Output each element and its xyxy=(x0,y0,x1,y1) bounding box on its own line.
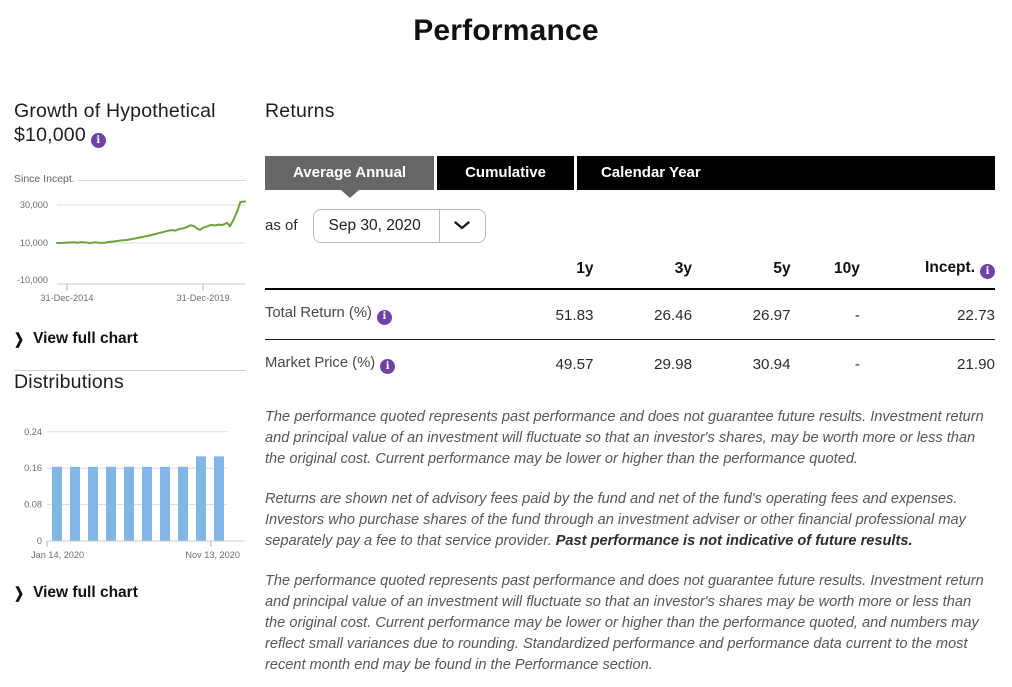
tab-average-annual[interactable]: Average Annual xyxy=(265,155,435,190)
svg-text:0: 0 xyxy=(37,536,42,546)
cell-value: 29.98 xyxy=(654,356,693,374)
as-of-value: Sep 30, 2020 xyxy=(328,216,421,234)
series-label-rule xyxy=(77,180,246,182)
cell-value: 21.90 xyxy=(956,356,995,374)
series-label-row: Since Incept. xyxy=(14,173,246,185)
dropdown-divider xyxy=(438,209,440,242)
returns-heading: Returns xyxy=(265,100,335,122)
cell-value: 26.97 xyxy=(752,306,791,324)
chevron-right-icon: ❯ xyxy=(14,330,25,349)
tab-cumulative[interactable]: Cumulative xyxy=(437,155,574,190)
svg-text:0.08: 0.08 xyxy=(24,500,42,510)
header-3y: 3y xyxy=(674,260,693,278)
svg-text:31-Dec-2014: 31-Dec-2014 xyxy=(40,293,93,303)
cell-value: 26.46 xyxy=(654,306,693,324)
view-full-chart-link-growth[interactable]: ❯ View full chart xyxy=(14,330,138,348)
header-5y: 5y xyxy=(773,260,791,278)
cell-value: 51.83 xyxy=(555,306,594,324)
cell-value: - xyxy=(854,306,860,324)
returns-table: 1y 3y 5y 10y Incept. i Total Return (%) i … xyxy=(265,249,995,389)
cell-value: 30.94 xyxy=(752,356,791,374)
info-icon[interactable]: i xyxy=(90,133,106,149)
main-layout: Growth of Hypothetical $10,000 i Since In… xyxy=(0,100,1012,676)
header-10y: 10y xyxy=(834,260,860,278)
svg-text:31-Dec-2019: 31-Dec-2019 xyxy=(177,293,230,303)
row-label-market-price: Market Price (%) i xyxy=(265,339,462,388)
cell-value: - xyxy=(854,356,860,374)
disclaimer-paragraph-2: Returns are shown net of advisory fees p… xyxy=(265,491,966,550)
svg-text:Nov 13, 2020: Nov 13, 2020 xyxy=(185,550,240,560)
growth-heading-text: Growth of Hypothetical $10,000 xyxy=(14,100,216,146)
info-icon[interactable]: i xyxy=(376,309,392,325)
header-empty xyxy=(265,249,462,290)
tab-calendar-year[interactable]: Calendar Year xyxy=(576,155,995,190)
svg-text:10,000: 10,000 xyxy=(20,238,48,248)
table-row-total-return: Total Return (%) i 51.83 26.46 26.97 - 22… xyxy=(265,289,995,339)
svg-text:0.16: 0.16 xyxy=(24,463,42,473)
section-divider xyxy=(14,370,246,372)
as-of-label: as of xyxy=(265,217,298,235)
returns-table-header-row: 1y 3y 5y 10y Incept. i xyxy=(265,249,995,290)
growth-section: Growth of Hypothetical $10,000 i Since In… xyxy=(14,100,246,372)
svg-text:0.24: 0.24 xyxy=(24,427,42,437)
info-icon-glyph: i xyxy=(96,134,101,146)
growth-line-chart: 30,000 10,000 -10,000 31-Dec-2014 31-Dec-201… xyxy=(14,187,246,314)
table-row-market-price: Market Price (%) i 49.57 29.98 30.94 - 21… xyxy=(265,339,995,388)
returns-tab-bar: Average Annual Cumulative Calendar Year xyxy=(265,155,995,190)
view-full-chart-label: View full chart xyxy=(33,584,138,602)
header-1y: 1y xyxy=(576,260,594,278)
as-of-row: as of Sep 30, 2020 xyxy=(265,208,995,243)
returns-column: Returns Average Annual Cumulative Calend… xyxy=(265,100,995,676)
row-label-total-return: Total Return (%) i xyxy=(265,289,462,339)
disclaimer-paragraph-3: The performance quoted represents past p… xyxy=(265,573,984,674)
disclaimer-bold-sentence: Past performance is not indicative of fu… xyxy=(555,533,913,550)
as-of-dropdown[interactable]: Sep 30, 2020 xyxy=(312,208,486,243)
view-full-chart-link-distributions[interactable]: ❯ View full chart xyxy=(14,584,138,602)
left-column: Growth of Hypothetical $10,000 i Since In… xyxy=(14,100,246,676)
distributions-bar-chart: 0.24 0.16 0.08 0 Jan 14, 2020 Nov 13, 2020 xyxy=(14,423,246,568)
distributions-section: Distributions 0.24 0.16 0.08 0 Jan 14, 2020 N… xyxy=(14,371,246,602)
info-icon[interactable]: i xyxy=(380,359,396,375)
disclaimer-block: The performance quoted represents past p… xyxy=(265,407,995,676)
series-label: Since Incept. xyxy=(14,173,75,186)
chevron-right-icon: ❯ xyxy=(14,584,25,602)
svg-text:-10,000: -10,000 xyxy=(17,275,48,285)
view-full-chart-label: View full chart xyxy=(33,330,138,348)
svg-text:Jan 14, 2020: Jan 14, 2020 xyxy=(31,550,84,560)
chevron-down-icon[interactable] xyxy=(440,210,485,242)
distributions-heading: Distributions xyxy=(14,371,124,394)
page-title: Performance xyxy=(413,14,599,47)
svg-text:30,000: 30,000 xyxy=(20,200,48,210)
cell-value: 22.73 xyxy=(956,306,995,324)
disclaimer-paragraph-1: The performance quoted represents past p… xyxy=(265,409,984,468)
header-incept: Incept. i xyxy=(860,249,995,290)
info-icon[interactable]: i xyxy=(980,264,995,280)
growth-heading: Growth of Hypothetical $10,000 i xyxy=(14,100,246,149)
cell-value: 49.57 xyxy=(555,356,594,374)
